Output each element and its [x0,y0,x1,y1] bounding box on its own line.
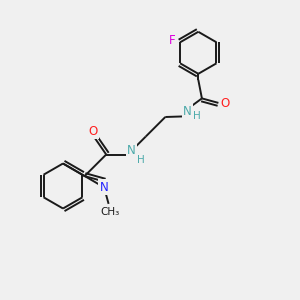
Text: H: H [193,111,200,122]
Text: F: F [168,34,175,47]
Text: N: N [127,144,136,158]
Text: N: N [100,181,109,194]
Text: CH₃: CH₃ [100,207,120,217]
Text: N: N [183,104,192,118]
Text: O: O [89,125,98,138]
Text: H: H [136,155,144,165]
Text: O: O [220,97,230,110]
